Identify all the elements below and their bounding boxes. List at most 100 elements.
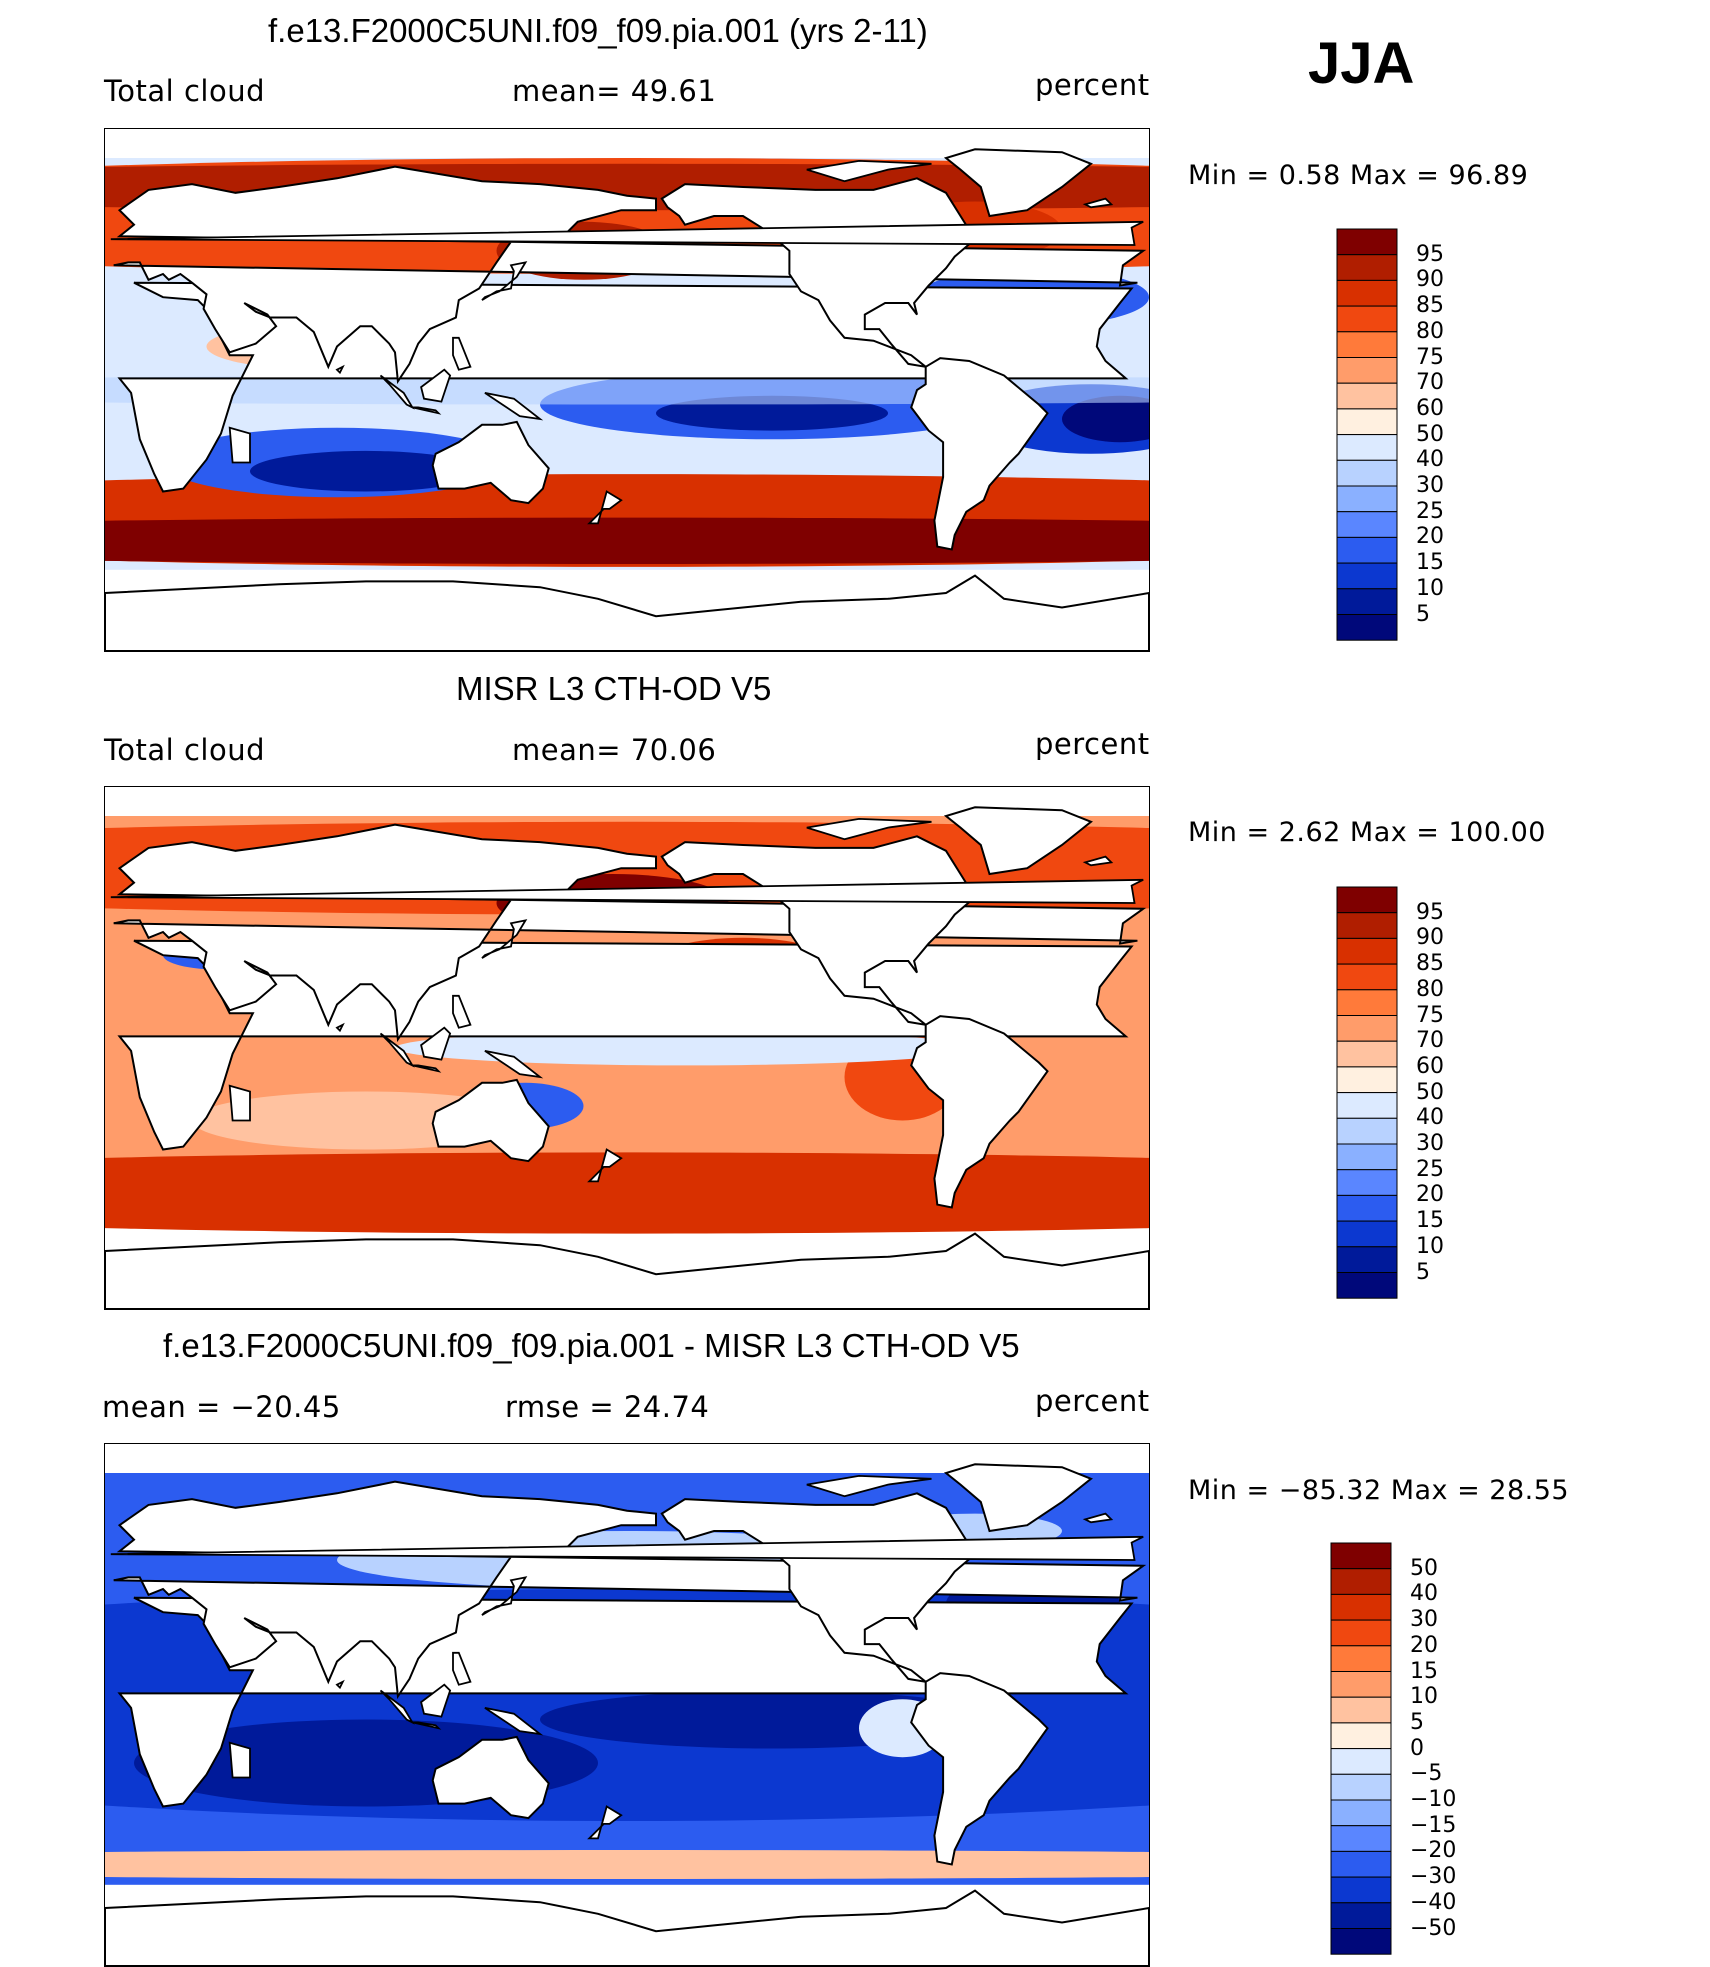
panel-diff-minmax: Min = −85.32 Max = 28.55 — [1188, 1475, 1570, 1506]
colorbar-swatch — [1336, 485, 1398, 513]
coastline-island — [452, 336, 472, 371]
panel-model-colorbar-svg — [1336, 228, 1398, 641]
colorbar-swatch — [1336, 963, 1398, 991]
colorbar-swatch — [1336, 511, 1398, 538]
colorbar-tick-label: −50 — [1410, 1915, 1457, 1941]
colorbar-tick-label: 50 — [1416, 421, 1444, 447]
colorbar-swatch — [1336, 1015, 1398, 1042]
colorbar-tick-label: 25 — [1416, 1156, 1444, 1182]
coastline-island — [110, 220, 1144, 246]
panel-diff-map-svg — [105, 1463, 1149, 1966]
colorbar-tick-label: 70 — [1416, 370, 1444, 396]
colorbar-swatch — [1336, 1194, 1398, 1222]
colorbar-swatch — [1336, 1040, 1398, 1068]
coastline-island — [1082, 197, 1114, 209]
colorbar-swatch — [1336, 279, 1398, 307]
panel-obs-minmax: Min = 2.62 Max = 100.00 — [1188, 817, 1546, 848]
colorbar-swatch — [1330, 1773, 1392, 1801]
colorbar-tick-label: 5 — [1416, 601, 1430, 627]
colorbar-tick-label: 40 — [1416, 1105, 1444, 1131]
panel-obs-colorbar: 95 90 85 80 75 70 60 50 40 30 25 20 15 10 5 — [1336, 886, 1444, 1303]
colorbar-tick-label: −30 — [1410, 1864, 1457, 1890]
panel-diff-mean: mean = −20.45 — [102, 1390, 341, 1424]
panel-model-variable: Total cloud — [104, 74, 265, 108]
coastline-island — [335, 1679, 345, 1690]
coastline-southAmerica — [910, 1672, 1049, 1866]
colorbar-swatch — [1330, 1671, 1392, 1698]
coastline-island — [335, 364, 345, 375]
colorbar-swatch — [1336, 228, 1398, 256]
colorbar-tick-label: 5 — [1416, 1259, 1430, 1285]
panel-diff-colorbar-svg — [1330, 1542, 1392, 1955]
coastline-island — [420, 1026, 452, 1061]
colorbar-swatch — [1330, 1876, 1392, 1904]
colorbar-tick-label: −15 — [1410, 1812, 1457, 1838]
panel-obs-title: MISR L3 CTH-OD V5 — [456, 670, 772, 707]
colorbar-tick-label: 80 — [1416, 976, 1444, 1002]
coastline-island — [806, 817, 932, 841]
coastline-australia — [431, 1735, 550, 1820]
colorbar-tick-label: 30 — [1416, 1131, 1444, 1156]
coastline-island — [412, 406, 442, 415]
coastline-australia — [431, 1078, 550, 1163]
colorbar-swatch — [1330, 1850, 1392, 1878]
colorbar-tick-label: 20 — [1416, 524, 1444, 550]
colorbar-swatch — [1336, 1066, 1398, 1094]
colorbar-tick-label: 85 — [1416, 951, 1444, 977]
colorbar-swatch — [1330, 1825, 1392, 1852]
coastline-island — [110, 1535, 1144, 1561]
coastline-southAmerica — [910, 1015, 1049, 1209]
colorbar-tick-label: −5 — [1410, 1761, 1443, 1787]
coastline-island — [452, 1651, 472, 1686]
coastline-antarctica — [105, 574, 1149, 651]
colorbar-tick-label: 50 — [1416, 1079, 1444, 1105]
coastline-southAmerica — [910, 357, 1049, 551]
colorbar-tick-label: −20 — [1410, 1838, 1457, 1864]
colorbar-swatch — [1330, 1799, 1392, 1827]
coastline-island — [587, 1148, 623, 1183]
panel-obs-map — [104, 786, 1150, 1310]
coastline-island — [379, 374, 415, 410]
colorbar-swatch — [1336, 408, 1398, 436]
panel-diff-colorbar: 50 40 30 20 15 10 5 0 −5 −10 −15 −20 −30 −40 −50 — [1330, 1542, 1456, 1959]
colorbar-tick-label: 85 — [1416, 293, 1444, 319]
colorbar-swatch — [1336, 1143, 1398, 1171]
colorbar-swatch — [1336, 305, 1398, 333]
colorbar-tick-label: 0 — [1410, 1735, 1424, 1761]
coastline-europeAsia — [113, 823, 1147, 1043]
coastline-island — [806, 1474, 932, 1498]
panel-model-colorbar: 95 90 85 80 75 70 60 50 40 30 25 20 15 10 5 — [1336, 228, 1444, 645]
coastline-island — [420, 368, 452, 403]
colorbar-swatch — [1336, 1117, 1398, 1145]
colorbar-tick-label: 60 — [1416, 395, 1444, 421]
coastline-island — [481, 919, 528, 959]
colorbar-tick-label: 20 — [1416, 1182, 1444, 1208]
colorbar-tick-label: 75 — [1416, 1002, 1444, 1028]
colorbar-tick-label: 30 — [1416, 473, 1444, 498]
coastline-europeAsia — [113, 1480, 1147, 1700]
coastline-island — [110, 878, 1144, 904]
colorbar-swatch — [1330, 1542, 1392, 1570]
colorbar-swatch — [1336, 989, 1398, 1017]
colorbar-tick-label: 50 — [1410, 1555, 1438, 1581]
colorbar-tick-label: 60 — [1416, 1053, 1444, 1079]
panel-diff-map — [104, 1443, 1150, 1967]
coastline-island — [1082, 855, 1114, 867]
coastline-island — [481, 261, 528, 301]
coastline-australia — [431, 420, 550, 505]
colorbar-tick-label: 10 — [1416, 1233, 1444, 1259]
colorbar-tick-label: 40 — [1416, 447, 1444, 473]
coastline-greenland — [943, 806, 1093, 876]
colorbar-swatch — [1330, 1928, 1392, 1955]
coastline-antarctica — [105, 1889, 1149, 1966]
colorbar-tick-label: 25 — [1416, 498, 1444, 524]
colorbar-tick-label: 95 — [1416, 241, 1444, 267]
coastline-island — [806, 159, 932, 183]
colorbar-tick-label: 10 — [1410, 1684, 1438, 1710]
coastline-island — [335, 1022, 345, 1033]
coastline-island — [587, 1805, 623, 1840]
colorbar-tick-label: 75 — [1416, 344, 1444, 370]
colorbar-swatch — [1336, 614, 1398, 641]
coastline-greenland — [943, 1463, 1093, 1533]
colorbar-swatch — [1336, 1246, 1398, 1273]
